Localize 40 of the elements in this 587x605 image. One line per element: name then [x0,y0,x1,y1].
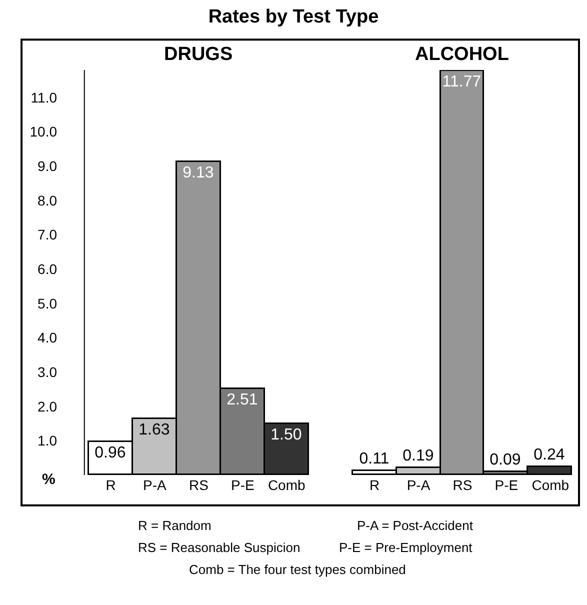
y-tick-label: 2.0 [38,398,58,414]
text: DRUGS [164,44,233,65]
chart-title: Rates by Test Type [208,6,379,28]
text: R = Random [138,518,212,533]
data-label: 1.50 [270,426,302,444]
data-label: 0.11 [359,450,390,468]
y-tick-label: 9.0 [38,158,58,174]
y-axis-title: % [42,471,56,488]
x-tick-label: R [369,477,380,493]
text: ALCOHOL [415,44,510,65]
x-tick-label: P-A [143,477,168,493]
text: P-E = Pre-Employment [339,540,473,555]
x-tick-label: R [106,477,116,493]
data-label: 0.19 [402,447,434,464]
data-label: 0.96 [94,444,126,462]
x-tick-label: RS [188,477,208,493]
x-tick-label: RS [452,477,472,493]
data-label: 1.63 [138,421,170,438]
x-tick-label: P-A [406,477,431,493]
y-tick-label: 5.0 [38,295,58,312]
x-tick-label: Comb [532,477,570,493]
y-tick-label: 3.0 [38,364,58,380]
data-label: 0.09 [490,451,521,468]
y-tick-label: 11.0 [30,89,58,106]
text: RS = Reasonable Suspicion [138,540,300,555]
y-tick-label: 6.0 [38,260,58,277]
data-label: 9.13 [182,164,214,182]
x-tick-label: P-E [494,477,518,493]
data-label: 2.51 [226,391,258,408]
y-tick-label: 4.0 [38,330,58,346]
data-label: 11.77 [442,73,482,90]
text: Comb = The four test types combined [189,562,406,577]
y-tick-label: 8.0 [38,192,58,208]
x-tick-label: Comb [268,477,306,493]
y-tick-label: 7.0 [38,226,58,243]
data-label: 0.24 [534,446,565,464]
y-tick-label: 1.0 [38,432,58,449]
x-tick-label: P-E [230,477,254,493]
y-tick-label: 10.0 [30,124,58,140]
text: P-A = Post-Accident [357,518,474,533]
